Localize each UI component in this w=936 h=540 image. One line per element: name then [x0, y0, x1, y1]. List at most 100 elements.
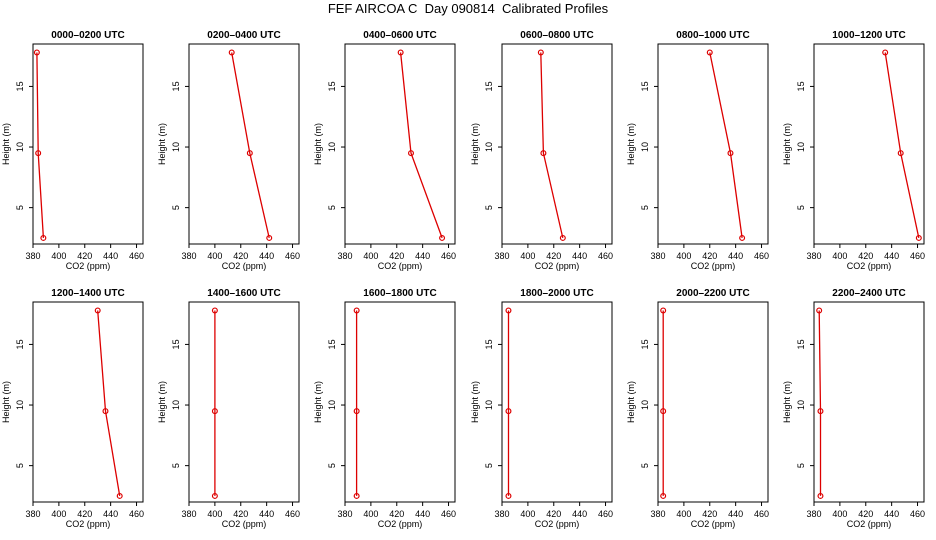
x-tick-label: 420 — [702, 251, 717, 261]
profile-line — [709, 52, 743, 238]
x-tick-label: 440 — [884, 509, 899, 519]
x-tick-label: 460 — [910, 509, 925, 519]
x-tick-label: 400 — [520, 509, 535, 519]
x-tick-label: 400 — [363, 509, 378, 519]
data-point — [33, 49, 40, 56]
x-tick-label: 440 — [259, 509, 274, 519]
y-tick-label: 5 — [640, 463, 650, 468]
panel-title: 0000–0200 UTC — [51, 30, 124, 41]
x-tick-label: 420 — [389, 251, 404, 261]
data-point — [40, 234, 47, 241]
data-point — [559, 234, 566, 241]
plot-frame — [32, 301, 144, 503]
y-tick-label: 15 — [171, 339, 181, 349]
x-tick-label: 440 — [728, 251, 743, 261]
x-tick-label: 440 — [103, 509, 118, 519]
y-axis-label: Height (m) — [782, 123, 792, 165]
y-tick-label: 5 — [484, 205, 494, 210]
plot-frame — [501, 301, 613, 503]
y-tick-label: 10 — [327, 142, 337, 152]
x-tick-label: 440 — [572, 251, 587, 261]
y-tick-label: 15 — [327, 339, 337, 349]
profile-line — [36, 52, 45, 238]
data-point — [540, 150, 547, 157]
data-point — [246, 150, 253, 157]
data-point — [228, 49, 235, 56]
x-axis-label: CO2 (ppm) — [66, 519, 111, 529]
x-tick-label: 400 — [207, 509, 222, 519]
x-tick-label: 420 — [77, 509, 92, 519]
panel-title: 2000–2200 UTC — [676, 288, 749, 299]
data-point — [211, 492, 218, 499]
x-tick-label: 380 — [337, 251, 352, 261]
x-tick-label: 420 — [77, 251, 92, 261]
data-point — [102, 408, 109, 415]
panel-title: 2200–2400 UTC — [832, 288, 905, 299]
data-point — [739, 234, 746, 241]
panel-3: 0400–0600 UTC 380 400 420 440 460 CO2 (ppm) 5 10… — [313, 30, 456, 271]
y-tick-label: 10 — [15, 400, 25, 410]
x-tick-label: 400 — [51, 509, 66, 519]
y-tick-label: 5 — [484, 463, 494, 468]
panel-title: 1600–1800 UTC — [363, 288, 436, 299]
panel-9: 1600–1800 UTC 380 400 420 440 460 CO2 (ppm) 5 10… — [313, 288, 456, 529]
panel-title: 1400–1600 UTC — [207, 288, 280, 299]
panel-11: 2000–2200 UTC 380 400 420 440 460 CO2 (ppm) 5 10… — [626, 288, 769, 529]
x-tick-label: 380 — [650, 509, 665, 519]
data-point — [660, 408, 667, 415]
data-point — [94, 307, 101, 314]
data-point — [35, 150, 42, 157]
profile-line — [818, 310, 822, 496]
x-tick-label: 400 — [51, 251, 66, 261]
data-point — [408, 150, 415, 157]
y-tick-label: 5 — [796, 205, 806, 210]
figure-title: FEF AIRCOA C Day 090814 Calibrated Profi… — [327, 1, 609, 16]
plot-frame — [813, 301, 925, 503]
y-axis-label: Height (m) — [470, 381, 480, 423]
data-point — [353, 408, 360, 415]
data-point — [882, 49, 889, 56]
y-tick-label: 5 — [171, 205, 181, 210]
panel-12: 2200–2400 UTC 380 400 420 440 460 CO2 (ppm) 5 10… — [782, 288, 925, 529]
data-point — [537, 49, 544, 56]
panel-title: 1000–1200 UTC — [832, 30, 905, 41]
y-tick-label: 10 — [171, 400, 181, 410]
y-tick-label: 15 — [15, 339, 25, 349]
x-tick-label: 400 — [676, 509, 691, 519]
data-point — [353, 492, 360, 499]
x-tick-label: 440 — [572, 509, 587, 519]
x-tick-label: 400 — [832, 509, 847, 519]
y-axis-label: Height (m) — [157, 123, 167, 165]
y-tick-label: 5 — [796, 463, 806, 468]
data-point — [397, 49, 404, 56]
profile-line — [884, 52, 920, 239]
y-tick-label: 15 — [484, 81, 494, 91]
y-tick-label: 15 — [15, 81, 25, 91]
y-tick-label: 10 — [171, 142, 181, 152]
x-axis-label: CO2 (ppm) — [691, 519, 736, 529]
x-tick-label: 460 — [441, 509, 456, 519]
data-point — [706, 49, 713, 56]
x-axis-label: CO2 (ppm) — [847, 261, 892, 271]
y-tick-label: 15 — [640, 339, 650, 349]
y-tick-label: 10 — [327, 400, 337, 410]
data-point — [727, 150, 734, 157]
x-tick-label: 440 — [728, 509, 743, 519]
profile-line — [399, 52, 443, 239]
x-tick-label: 460 — [754, 509, 769, 519]
y-tick-label: 15 — [796, 81, 806, 91]
data-point — [439, 234, 446, 241]
x-tick-label: 380 — [25, 509, 40, 519]
x-axis-label: CO2 (ppm) — [378, 519, 423, 529]
x-tick-label: 460 — [598, 509, 613, 519]
y-tick-label: 10 — [484, 142, 494, 152]
y-tick-label: 10 — [796, 400, 806, 410]
x-tick-label: 380 — [181, 509, 196, 519]
data-point — [660, 307, 667, 314]
plot-frame — [344, 301, 456, 503]
x-tick-label: 440 — [884, 251, 899, 261]
panel-title: 0200–0400 UTC — [207, 30, 280, 41]
data-point — [817, 408, 824, 415]
plot-frame — [813, 43, 925, 245]
y-tick-label: 5 — [327, 463, 337, 468]
